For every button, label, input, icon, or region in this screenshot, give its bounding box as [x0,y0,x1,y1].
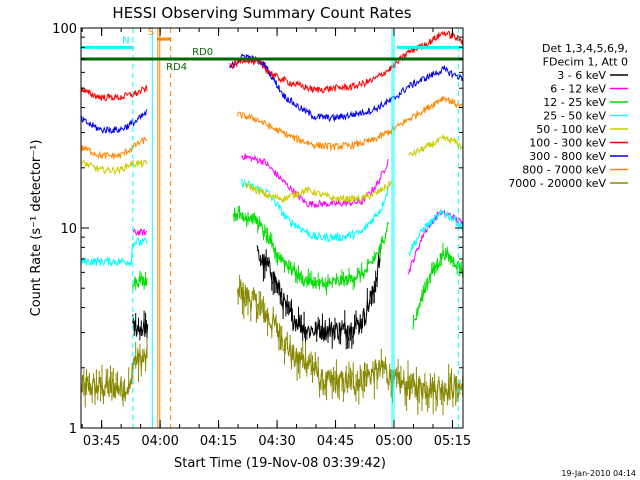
chart-title: HESSI Observing Summary Count Rates [112,4,411,22]
legend-header: Det 1,3,4,5,6,9, [542,42,628,55]
timestamp-label: 19-Jan-2010 04:14 [561,469,636,478]
legend-entry-label: 25 - 50 keV [543,110,606,123]
legend-header: FDecim 1, Att 0 [543,56,628,69]
axes-group: 03:45 04:00 04:15 04:30 04:45 05:00 05:15 1 10 10… [52,22,471,449]
series-line [80,133,464,204]
legend-entry-label: 100 - 300 keV [529,137,606,150]
legend-entry-label: 6 - 12 keV [550,83,606,96]
series-line [132,153,464,275]
x-tick-label: 04:30 [258,434,295,449]
x-tick-label: 04:45 [317,434,354,449]
legend-entry-label: 7000 - 20000 keV [508,177,606,190]
legend-entry-label: 3 - 6 keV [557,69,606,82]
x-tick-label: 05:00 [375,434,412,449]
series-line [80,274,464,416]
legend-entry-label: 800 - 7000 keV [522,164,606,177]
x-tick-label: 04:00 [141,434,178,449]
series-line [132,245,382,350]
annotation-label: RD0 [192,47,213,58]
x-axis-label: Start Time (19-Nov-08 03:39:42) [174,456,386,471]
series-line [80,178,464,267]
legend-entry-label: 50 - 100 keV [536,123,606,136]
annotation-label: N [122,35,129,46]
legend: Det 1,3,4,5,6,9,FDecim 1, Att 03 - 6 keV… [508,42,628,190]
legend-entry-label: 12 - 25 keV [543,96,606,109]
series-line [132,205,464,330]
series-line [80,53,464,135]
y-axis-label: Count Rate (s⁻¹ detector⁻¹) [29,140,44,317]
y-tick-label: 10 [60,222,77,237]
series-line [80,95,464,160]
x-tick-label: 04:15 [200,434,237,449]
y-tick-label: 1 [69,422,77,437]
x-tick-label: 05:15 [434,434,471,449]
x-tick-label: 03:45 [83,434,120,449]
annotation-label: S [148,27,154,38]
y-tick-label: 100 [52,22,77,37]
annotation-label: RD4 [166,62,187,73]
plot-series-group [80,30,464,416]
legend-entry-label: 300 - 800 keV [529,150,606,163]
